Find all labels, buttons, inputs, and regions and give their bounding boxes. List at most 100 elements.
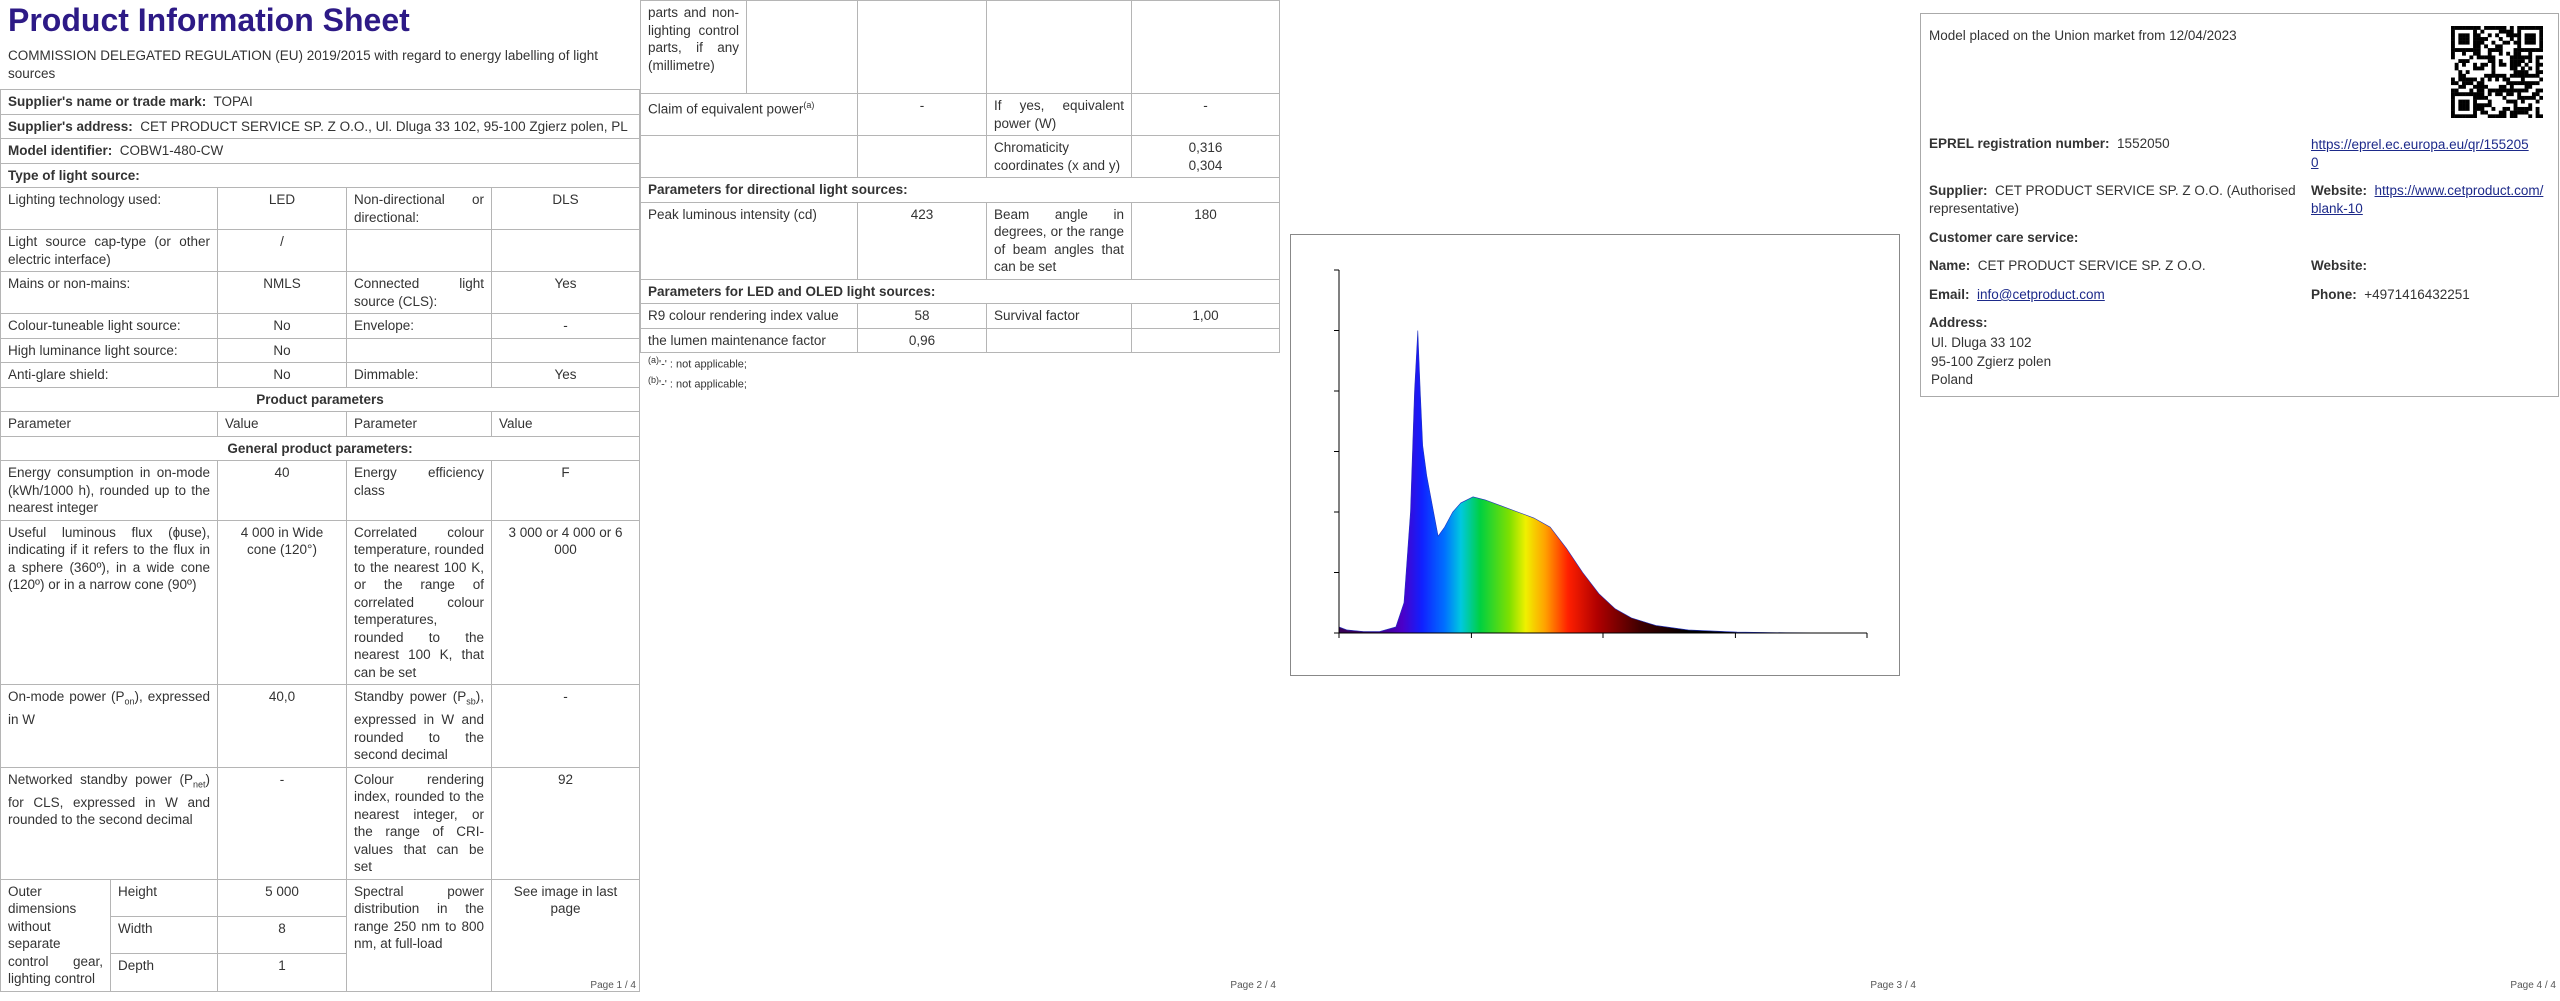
eprel-link[interactable]: https://eprel.ec.europa.eu/qr/1552050: [2311, 137, 2529, 170]
qr-module: [2465, 59, 2470, 63]
qr-module: [2495, 114, 2500, 118]
qr-module: [2480, 37, 2485, 41]
table-cell: Parameters for LED and OLED light source…: [640, 278, 1280, 304]
qr-module: [2517, 48, 2522, 52]
table-cell: Beam angle in degrees, or the range of b…: [986, 201, 1132, 280]
table-row: Outer dimensions without separate contro…: [0, 878, 640, 992]
qr-module: [2491, 70, 2496, 75]
qr-module: [2458, 103, 2463, 108]
qr-module: [2491, 106, 2496, 111]
qr-module: [2498, 37, 2503, 41]
qr-module: [2513, 33, 2518, 38]
qr-module: [2517, 81, 2522, 86]
qr-module: [2462, 37, 2466, 41]
qr-module: [2517, 110, 2522, 115]
qr-module: [2495, 33, 2500, 38]
qr-module: [2513, 73, 2518, 78]
qr-module: [2469, 48, 2474, 52]
qr-module: [2465, 103, 2470, 108]
qr-module: [2462, 26, 2466, 30]
qr-module: [2465, 106, 2470, 111]
qr-module: [2539, 40, 2543, 45]
qr-module: [2480, 95, 2485, 100]
qr-module: [2491, 55, 2496, 60]
qr-module: [2484, 44, 2488, 49]
table-row: Parameters for directional light sources…: [640, 177, 1280, 203]
table-row: Width 8: [1, 916, 640, 955]
footnote: (a)'-' : not applicable;: [640, 353, 1280, 373]
qr-module: [2528, 59, 2533, 63]
qr-module: [2513, 62, 2518, 67]
text: ) for CLS, expressed in W and rounded to…: [8, 771, 210, 828]
qr-module: [2509, 99, 2514, 104]
email-link[interactable]: info@cetproduct.com: [1977, 287, 2105, 302]
table-cell: -: [490, 313, 640, 339]
qr-module: [2535, 92, 2540, 97]
website-link[interactable]: https://www.cetproduct.com/blank-10: [2311, 183, 2544, 216]
qr-module: [2484, 84, 2488, 89]
qr-module: [2476, 55, 2481, 60]
qr-module: [2528, 114, 2533, 118]
qr-module: [2524, 110, 2529, 115]
table-cell: Correlated colour temperature, rounded t…: [346, 519, 492, 685]
qr-module: [2531, 33, 2536, 38]
qr-module: [2473, 29, 2477, 34]
field-value: COBW1-480-CW: [119, 143, 224, 158]
qr-module: [2454, 92, 2459, 97]
table-row: Parameters for LED and OLED light source…: [640, 278, 1280, 304]
table-cell: Yes: [490, 362, 640, 388]
qr-module: [2484, 95, 2488, 100]
qr-module: [2473, 95, 2477, 100]
qr-module: [2513, 88, 2518, 93]
qr-module: [2502, 110, 2507, 115]
table-row: Product parameters: [0, 386, 640, 412]
qr-module: [2539, 37, 2543, 41]
qr-module: [2528, 51, 2533, 56]
qr-module: [2480, 40, 2485, 45]
qr-module: [2509, 62, 2514, 67]
qr-module: [2509, 55, 2514, 60]
qr-module: [2458, 73, 2463, 78]
table-cell: -: [217, 766, 347, 880]
qr-module: [2535, 62, 2540, 67]
field-label: Name:: [1929, 258, 1971, 273]
qr-module: [2513, 48, 2518, 52]
qr-module: [2520, 81, 2525, 86]
qr-module: [2498, 59, 2503, 63]
qr-module: [2473, 106, 2477, 111]
qr-module: [2480, 81, 2485, 86]
qr-module: [2484, 37, 2488, 41]
qr-module: [2484, 73, 2488, 78]
qr-module: [2524, 73, 2529, 78]
qr-module: [2520, 99, 2525, 104]
qr-module: [2451, 51, 2455, 56]
qr-module: [2451, 106, 2455, 111]
qr-module: [2506, 81, 2511, 86]
field-label: Website:: [2311, 258, 2368, 273]
qr-module: [2524, 26, 2529, 30]
qr-module: [2531, 26, 2536, 30]
qr-module: [2451, 99, 2455, 104]
table-cell: -: [1131, 93, 1280, 136]
qr-module: [2539, 44, 2543, 49]
qr-module: [2524, 81, 2529, 86]
table-row: Depth 1: [1, 953, 640, 992]
table-cell: Parameters for directional light sources…: [640, 177, 1280, 203]
table-cell: the lumen maintenance factor: [640, 327, 858, 353]
table-cell: Product parameters: [0, 386, 640, 412]
table-cell: 1,00: [1131, 303, 1280, 329]
qr-module: [2465, 99, 2470, 104]
qr-module: [2465, 26, 2470, 30]
qr-module: [2458, 37, 2463, 41]
table-cell: LED: [217, 187, 347, 230]
table-cell: [986, 327, 1132, 353]
qr-module: [2524, 70, 2529, 75]
qr-module: [2491, 88, 2496, 93]
qr-module: [2473, 33, 2477, 38]
field-value: CET PRODUCT SERVICE SP. Z O.O., Ul. Dlug…: [140, 118, 628, 134]
qr-module: [2535, 88, 2540, 93]
table-cell: Supplier's address: CET PRODUCT SERVICE …: [0, 113, 640, 139]
qr-module: [2454, 114, 2459, 118]
qr-module: [2465, 81, 2470, 86]
